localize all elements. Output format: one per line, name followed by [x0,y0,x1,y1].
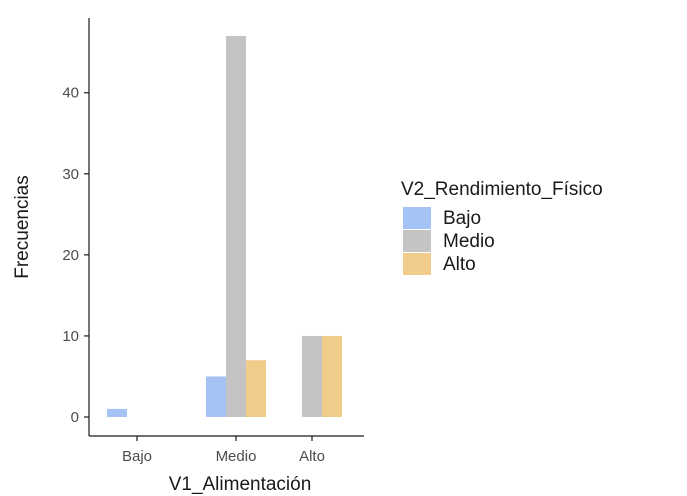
bar-medio-alto [246,360,266,417]
legend-label-bajo: Bajo [443,208,481,229]
y-tick-label: 0 [71,409,79,426]
x-tick-label: Medio [216,448,257,465]
legend-key-bajo [403,207,431,229]
y-ticks-group: 0 10 20 30 40 [62,85,89,426]
bar-alto-alto [322,335,342,417]
bar-medio-bajo [206,376,226,417]
legend-label-alto: Alto [443,254,476,275]
x-tick-label: Alto [299,448,325,465]
legend-label-medio: Medio [443,231,495,252]
y-tick-label: 20 [62,247,79,264]
x-tick-label: Bajo [122,448,152,465]
legend-key-medio [403,230,431,252]
y-axis-title: Frecuencias [12,175,33,279]
legend-key-alto [403,253,431,275]
bar-medio-medio [226,36,246,417]
bar-bajo-bajo [107,408,127,417]
y-tick-label: 30 [62,166,79,183]
y-tick-label: 10 [62,328,79,345]
x-axis-title: V1_Alimentación [169,474,312,495]
bar-alto-medio [302,335,322,417]
legend-title: V2_Rendimiento_Físico [401,179,603,200]
x-ticks-group: Bajo Medio Alto [122,436,325,465]
y-tick-label: 40 [62,85,79,102]
bars-group [107,36,342,417]
